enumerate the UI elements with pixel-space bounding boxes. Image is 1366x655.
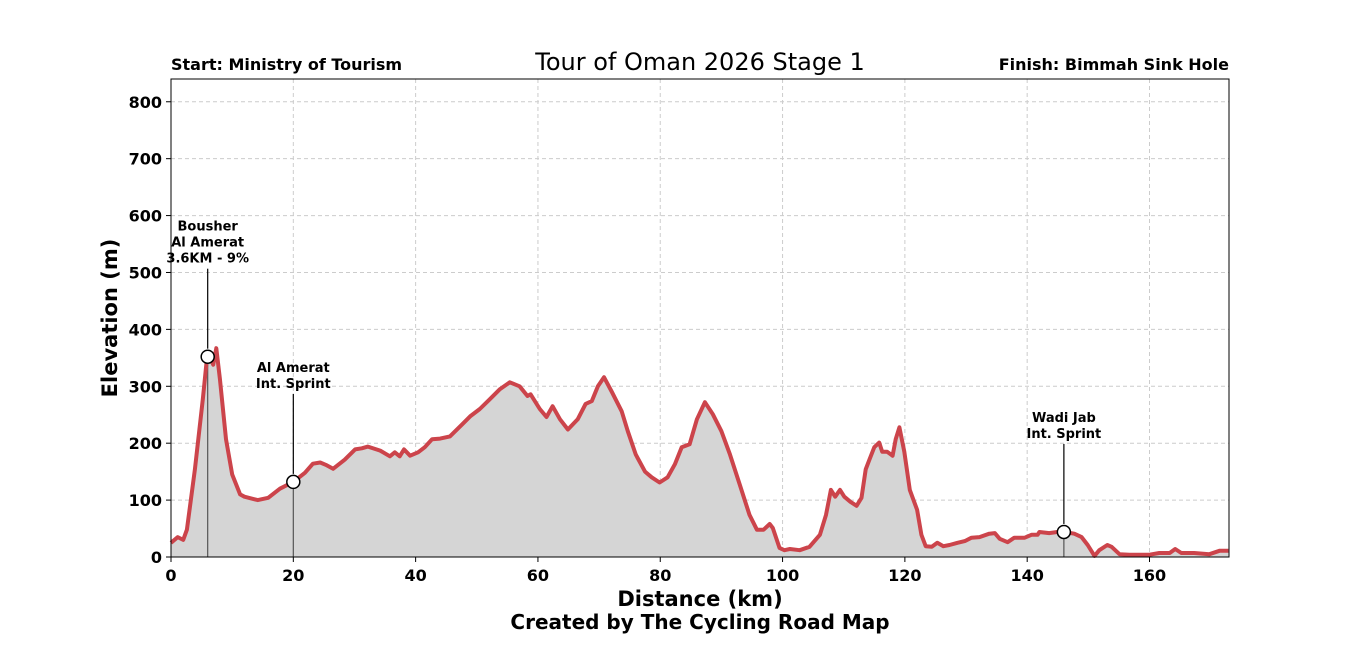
credit-label: Created by The Cycling Road Map: [510, 610, 889, 634]
x-axis-label: Distance (km): [617, 587, 782, 611]
y-axis-label: Elevation (m): [98, 239, 122, 398]
y-tick-label: 400: [129, 320, 162, 339]
annotation-label: Bousher: [178, 220, 239, 235]
start-label: Start: Ministry of Tourism: [171, 55, 402, 74]
finish-label: Finish: Bimmah Sink Hole: [999, 55, 1229, 74]
y-tick-label: 700: [129, 150, 162, 169]
y-tick-label: 300: [129, 377, 162, 396]
x-tick-label: 0: [165, 566, 176, 585]
annotation-marker: [1056, 524, 1072, 540]
elevation-line: [169, 346, 1229, 558]
x-tick-label: 80: [649, 566, 671, 585]
annotation-label: Al Amerat: [171, 236, 244, 251]
annotation-marker: [286, 474, 301, 490]
plot-frame: [170, 78, 1230, 558]
y-tick-label: 100: [129, 491, 162, 510]
annotation-label: Wadi Jab: [1032, 411, 1096, 426]
annotation-label: Int. Sprint: [1026, 427, 1101, 442]
annotation-label: Al Amerat: [257, 361, 330, 376]
x-tick-label: 140: [1010, 566, 1043, 585]
y-tick-label: 200: [129, 434, 162, 453]
x-tick-label: 60: [527, 566, 549, 585]
x-tick-label: 100: [766, 566, 799, 585]
annotation-label: Int. Sprint: [256, 377, 331, 392]
x-tick-label: 20: [282, 566, 304, 585]
y-tick-label: 0: [151, 548, 162, 567]
y-tick-label: 600: [129, 207, 162, 226]
y-tick-label: 800: [129, 93, 162, 112]
annotation-label: 3.6KM - 9%: [166, 252, 249, 267]
y-tick-label: 500: [129, 263, 162, 282]
elevation-fill: [171, 348, 1229, 557]
x-tick-label: 40: [404, 566, 426, 585]
annotation-marker: [200, 349, 215, 364]
x-tick-label: 120: [888, 566, 921, 585]
x-tick-label: 160: [1133, 566, 1166, 585]
ticks: 0 20 40 60 80 100 120 140 160 0 100 200 300 400 500 600…: [129, 93, 1167, 585]
chart-title: Tour of Oman 2026 Stage 1: [534, 48, 865, 76]
